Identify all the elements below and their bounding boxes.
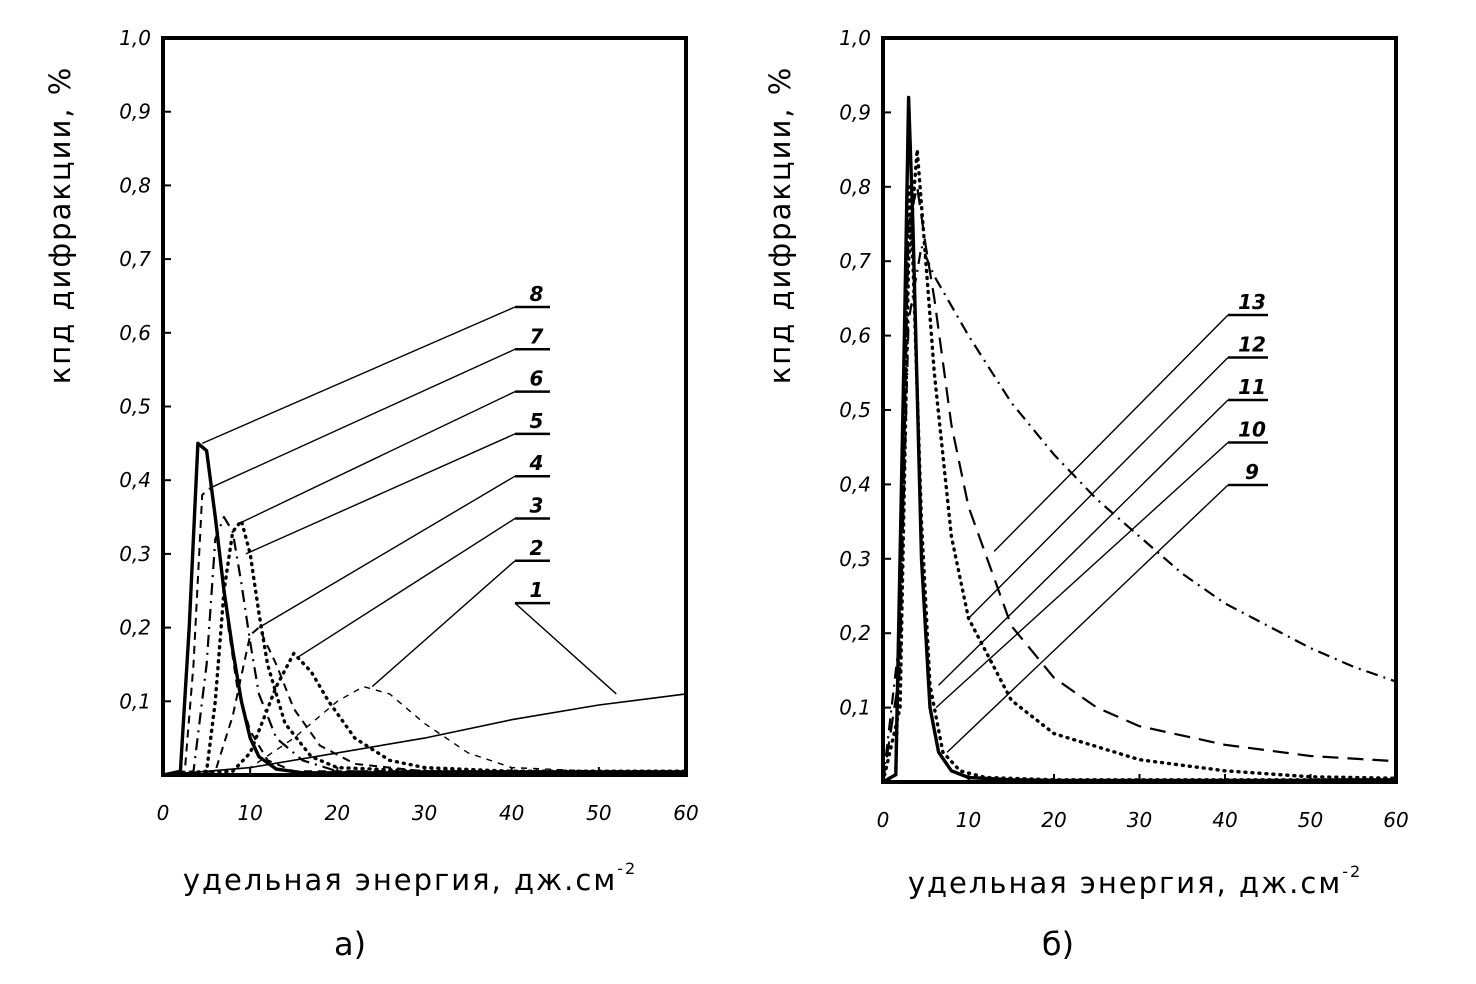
panel-a: 0,1 0,2 0,3 0,4 0,5 0,6 0,7 0,8 0,9 1,0 0 10 20 30 40 5… <box>43 26 699 963</box>
plot-frame <box>161 36 688 777</box>
curve-label-2: 2 <box>530 536 544 560</box>
curve-leader-line <box>514 602 617 695</box>
x-tick-label: 10 <box>956 808 981 832</box>
curve-label-1: 1 <box>530 578 544 602</box>
y-tick-label: 0,4 <box>839 472 871 496</box>
x-tick-label: 30 <box>1127 808 1152 832</box>
series-line-9 <box>882 95 1396 784</box>
y-tick-label: 0,2 <box>119 616 151 640</box>
x-tick-label: 0 <box>877 808 890 832</box>
curve-label-9: 9 <box>1245 460 1259 484</box>
panel-b: 0,1 0,2 0,3 0,4 0,5 0,6 0,7 0,8 0,9 1,0 0 10 20 30 40 5… <box>763 26 1409 963</box>
curve-label-12: 12 <box>1238 333 1266 357</box>
series-line-3 <box>161 651 688 777</box>
series-line-13 <box>881 245 1397 783</box>
x-tick-label: 20 <box>1041 808 1066 832</box>
curve-label-10: 10 <box>1238 418 1266 442</box>
curve-label-7: 7 <box>530 324 544 348</box>
series-line-6 <box>162 515 686 777</box>
curve-leader-line <box>371 560 516 688</box>
series-line-12 <box>881 185 1397 783</box>
y-tick-label: 0,8 <box>119 173 151 197</box>
x-axis-title: удельная энергия, дж.см-2 <box>183 859 637 897</box>
x-tick-label: 0 <box>157 801 170 825</box>
curve-leader-line <box>210 348 516 489</box>
curve-label-5: 5 <box>530 409 544 433</box>
x-tick-label: 40 <box>1212 808 1237 832</box>
y-tick-label: 0,7 <box>839 249 871 273</box>
curve-label-8: 8 <box>530 282 544 306</box>
x-axis-title: удельная энергия, дж.см-2 <box>908 862 1362 900</box>
x-axis-title-superscript: -2 <box>1342 862 1362 881</box>
y-tick-label: 0,5 <box>119 395 151 419</box>
y-tick-label: 0,3 <box>119 542 151 566</box>
y-axis-title: кпд дифракции, % <box>763 66 797 385</box>
x-tick-label: 10 <box>237 801 262 825</box>
x-tick-label: 40 <box>499 801 524 825</box>
y-axis-title: кпд дифракции, % <box>43 66 77 385</box>
x-tick-label: 50 <box>586 801 611 825</box>
series-line-4 <box>162 626 686 776</box>
y-tick-label: 0,7 <box>119 247 151 271</box>
curve-label-3: 3 <box>530 494 544 518</box>
y-tick-label: 0,2 <box>839 621 871 645</box>
series-line-10 <box>881 185 1398 784</box>
curve-label-6: 6 <box>530 367 544 391</box>
panel-caption: б) <box>1042 925 1074 963</box>
y-tick-label: 0,6 <box>839 324 871 348</box>
series-line-2 <box>162 685 686 776</box>
series-line-5 <box>161 519 688 777</box>
y-tick-label: 0,1 <box>119 689 151 713</box>
x-tick-label: 20 <box>325 801 350 825</box>
curve-label-4: 4 <box>529 451 544 475</box>
curve-leader-line <box>938 399 1229 686</box>
y-tick-label: 1,0 <box>119 26 151 50</box>
y-tick-label: 0,3 <box>839 547 871 571</box>
curve-leader-line <box>297 517 516 658</box>
series-line-11 <box>881 147 1398 784</box>
series-line-8 <box>162 441 686 777</box>
y-tick-label: 0,5 <box>839 398 871 422</box>
y-tick-label: 0,1 <box>839 696 871 720</box>
curve-leader-line <box>935 441 1229 709</box>
y-tick-label: 0,9 <box>119 100 151 124</box>
curve-leader-line <box>236 390 516 526</box>
y-tick-label: 0,9 <box>839 100 871 124</box>
curve-label-11: 11 <box>1238 375 1266 399</box>
y-tick-label: 0,8 <box>839 175 871 199</box>
curve-leader-line <box>946 484 1229 753</box>
y-tick-label: 0,6 <box>119 321 151 345</box>
y-tick-label: 1,0 <box>839 26 871 50</box>
x-tick-label: 30 <box>412 801 437 825</box>
curve-leader-line <box>201 306 516 444</box>
x-axis-title-superscript: -2 <box>617 859 637 878</box>
x-tick-label: 50 <box>1298 808 1323 832</box>
plot-frame <box>881 36 1398 784</box>
y-tick-label: 0,4 <box>119 468 151 492</box>
curve-leader-line <box>993 314 1229 552</box>
x-tick-label: 60 <box>673 801 698 825</box>
curve-leader-line <box>258 475 516 629</box>
curve-leader-line <box>968 357 1229 619</box>
series-line-7 <box>162 486 686 776</box>
curve-label-13: 13 <box>1238 290 1266 314</box>
x-tick-label: 60 <box>1383 808 1408 832</box>
panel-caption: а) <box>334 925 366 963</box>
curve-leader-line <box>245 433 516 555</box>
